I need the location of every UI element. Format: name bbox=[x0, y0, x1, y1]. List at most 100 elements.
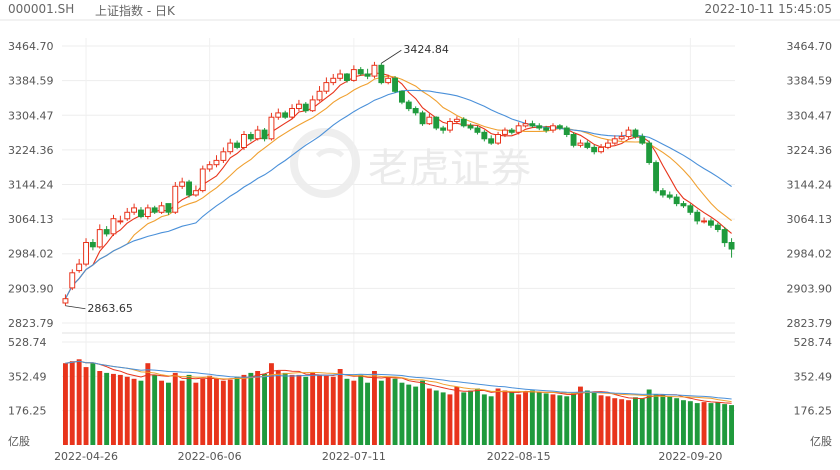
candle-body bbox=[495, 134, 502, 144]
max-marker-line bbox=[381, 49, 402, 64]
candle-body bbox=[611, 138, 618, 144]
volume-bar bbox=[262, 373, 267, 445]
candle-body bbox=[385, 77, 392, 84]
volume-bar bbox=[289, 374, 295, 445]
price-tick-label-right: 3224.36 bbox=[787, 144, 833, 157]
candle-body bbox=[289, 108, 296, 118]
volume-ma5-line bbox=[65, 360, 732, 404]
volume-bar bbox=[502, 390, 508, 445]
x-axis-date-label: 2022-04-26 bbox=[54, 450, 118, 463]
volume-bar bbox=[420, 380, 425, 445]
candle-body bbox=[206, 164, 213, 170]
x-axis-date-label: 2022-06-06 bbox=[178, 450, 242, 463]
min-value-label: 2863.65 bbox=[87, 302, 133, 315]
candle-body bbox=[708, 220, 714, 226]
volume-bar bbox=[523, 391, 528, 445]
volume-bar bbox=[310, 372, 316, 445]
candle-body bbox=[62, 298, 69, 304]
candle-body bbox=[213, 159, 220, 166]
volume-bar bbox=[729, 405, 734, 445]
volume-bar bbox=[220, 380, 226, 445]
candle-body bbox=[357, 69, 364, 75]
candle-body bbox=[282, 112, 289, 118]
volume-bar bbox=[282, 372, 288, 445]
volume-bar bbox=[550, 394, 556, 445]
candle-body bbox=[316, 90, 323, 101]
volume-bar bbox=[626, 400, 631, 445]
price-tick-label-left: 3224.36 bbox=[8, 144, 54, 157]
candle-body bbox=[632, 129, 639, 138]
candle-body bbox=[529, 123, 536, 127]
price-tick-label-right: 2903.90 bbox=[787, 282, 833, 295]
volume-bar bbox=[598, 395, 604, 445]
candle-body bbox=[350, 69, 357, 81]
volume-bar bbox=[227, 379, 233, 445]
candle-body bbox=[309, 99, 316, 112]
candle-body bbox=[659, 190, 666, 196]
price-tick-label-left: 2984.02 bbox=[8, 248, 54, 261]
candle-body bbox=[96, 229, 103, 248]
volume-tick-label-right: 528.74 bbox=[794, 336, 833, 349]
candle-body bbox=[543, 127, 550, 131]
volume-bar bbox=[633, 397, 638, 445]
candle-body bbox=[399, 90, 405, 103]
candle-body bbox=[247, 134, 254, 140]
volume-bar bbox=[564, 396, 570, 445]
volume-bar bbox=[571, 393, 576, 445]
volume-tick-label-right: 176.25 bbox=[794, 405, 833, 418]
candle-body bbox=[179, 181, 186, 187]
volume-bar bbox=[454, 386, 460, 445]
candle-body bbox=[234, 142, 241, 148]
price-tick-label-right: 3064.13 bbox=[787, 213, 833, 226]
candle-body bbox=[268, 116, 275, 140]
price-tick-label-left: 3064.13 bbox=[8, 213, 54, 226]
candle-body bbox=[467, 125, 474, 129]
candle-body bbox=[618, 136, 625, 140]
candle-body bbox=[296, 103, 302, 109]
volume-bar bbox=[358, 374, 364, 445]
volume-bar bbox=[323, 375, 329, 445]
price-tick-label-right: 3464.70 bbox=[787, 40, 833, 53]
volume-bar bbox=[207, 375, 213, 445]
volume-bar bbox=[296, 374, 302, 445]
volume-bar bbox=[578, 386, 583, 445]
candle-body bbox=[728, 242, 735, 250]
candle-body bbox=[83, 242, 89, 265]
candle-body bbox=[110, 218, 117, 235]
candle-body bbox=[131, 207, 138, 213]
price-tick-label-left: 2823.79 bbox=[8, 317, 54, 330]
volume-bar bbox=[639, 398, 645, 445]
candle-body bbox=[76, 263, 83, 272]
volume-bar bbox=[646, 389, 652, 445]
volume-tick-label-left: 528.74 bbox=[8, 336, 47, 349]
volume-bar bbox=[241, 374, 247, 445]
volume-bar bbox=[378, 380, 384, 445]
candle-body bbox=[433, 116, 440, 129]
volume-bar bbox=[69, 361, 75, 445]
volume-bar bbox=[440, 392, 446, 445]
candle-body bbox=[172, 185, 179, 213]
volume-tick-label-left: 352.49 bbox=[8, 370, 47, 383]
candle-body bbox=[687, 205, 694, 213]
volume-bar bbox=[694, 403, 700, 445]
candle-body bbox=[220, 151, 227, 161]
volume-tick-label-right: 352.49 bbox=[794, 370, 833, 383]
candle-body bbox=[639, 136, 646, 144]
index-name: 上证指数 - 日K bbox=[95, 4, 175, 18]
candle-body bbox=[625, 129, 632, 138]
volume-bar bbox=[681, 400, 686, 445]
candle-body bbox=[488, 138, 495, 144]
candle-body bbox=[364, 73, 371, 77]
price-tick-label-right: 3304.47 bbox=[787, 109, 833, 122]
candle-body bbox=[254, 129, 261, 140]
candle-body bbox=[392, 77, 399, 92]
candle-body bbox=[371, 64, 378, 77]
candle-body bbox=[241, 134, 247, 148]
candle-body bbox=[378, 64, 385, 84]
volume-bar bbox=[255, 371, 261, 445]
volume-bar bbox=[509, 392, 515, 445]
candle-body bbox=[124, 211, 131, 220]
volume-bar bbox=[461, 392, 467, 445]
candle-body bbox=[138, 209, 144, 218]
volume-bar bbox=[413, 386, 419, 445]
